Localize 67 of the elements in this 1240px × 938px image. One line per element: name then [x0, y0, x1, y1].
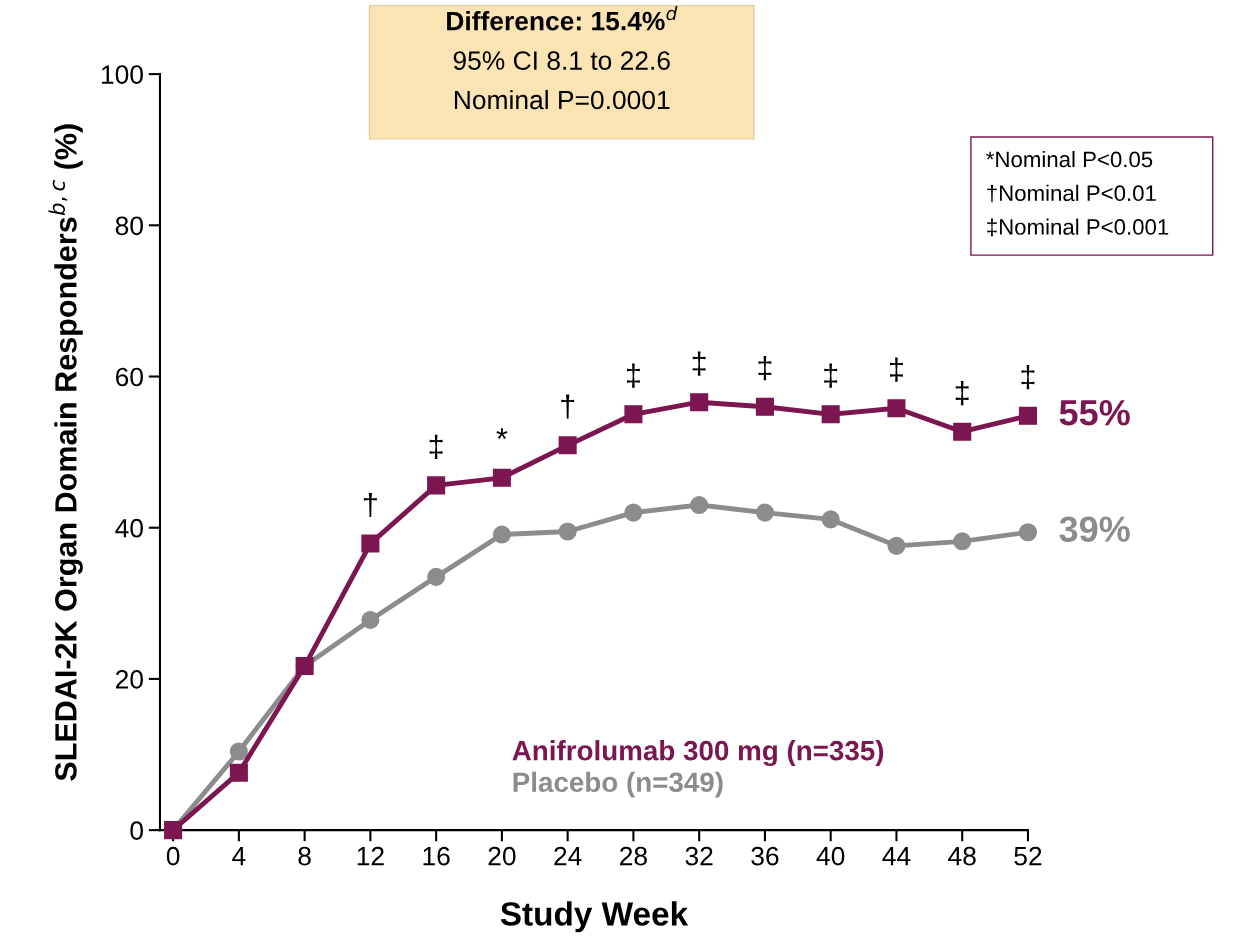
- x-tick-label: 32: [685, 846, 713, 866]
- point: [558, 522, 577, 541]
- point: [427, 567, 446, 586]
- annotation: *Nominal P<0.05: [986, 150, 1153, 168]
- x-tick-label: 20: [488, 846, 516, 866]
- point: [887, 399, 906, 418]
- y-tick-label: 20: [115, 670, 143, 689]
- x-tick-label: 40: [816, 846, 845, 866]
- point: [229, 763, 248, 782]
- y-tick-label: 0: [130, 821, 143, 840]
- annotation: ‡: [429, 434, 443, 459]
- annotation: †Nominal P<0.01: [987, 184, 1156, 203]
- point: [953, 532, 972, 551]
- point: [558, 436, 577, 455]
- x-tick-label: 16: [423, 846, 450, 866]
- annotation: ‡: [889, 357, 903, 382]
- text: Difference: 15.4%$^{d}$: [447, 6, 678, 31]
- text: 95% CI 8.1 to 22.6: [453, 51, 670, 70]
- x-tick-label: 44: [882, 847, 911, 866]
- x-tick-label: 48: [948, 846, 976, 866]
- annotation: †: [363, 492, 377, 518]
- point: [1018, 523, 1037, 542]
- point: [887, 536, 906, 555]
- x-tick-label: 52: [1014, 846, 1042, 866]
- annotation: Nominal P=0.0001: [454, 89, 670, 110]
- point: [492, 468, 511, 487]
- data-label: 55%: [1059, 400, 1130, 426]
- x-tick-label: 8: [298, 846, 311, 866]
- x-tick-label: 36: [751, 846, 779, 866]
- annotation: ‡: [1021, 365, 1035, 390]
- y-tick-label: 40: [115, 518, 143, 538]
- y-tick-label: 80: [115, 216, 143, 236]
- text: Placebo (n=349): [513, 771, 723, 798]
- annotation: ‡: [758, 356, 772, 381]
- annotation: ‡: [955, 381, 969, 406]
- point: [690, 393, 709, 412]
- point: [755, 503, 774, 522]
- point: [427, 476, 446, 495]
- point: [1018, 406, 1037, 425]
- point: [229, 742, 248, 761]
- x-tick-label: 4: [232, 847, 246, 866]
- x-tick-label: 24: [554, 846, 582, 866]
- point: [953, 422, 972, 441]
- point: [821, 510, 840, 529]
- point: [821, 405, 840, 424]
- annotation: ‡Nominal P<0.001: [987, 218, 1169, 237]
- x-tick-label: 28: [620, 846, 647, 866]
- point: [755, 397, 774, 416]
- y-tick-label: 100: [101, 65, 143, 84]
- annotation: †: [561, 394, 575, 419]
- annotation: ‡: [626, 363, 640, 388]
- x-tick-label: 12: [357, 846, 384, 866]
- y-axis-title: SLEDAI-2K Organ Domain Responders$^{b,c}$ (%): [48, 124, 83, 781]
- point: [361, 610, 380, 629]
- point: [361, 534, 380, 553]
- point: [492, 525, 511, 544]
- point: [624, 405, 643, 424]
- x-tick-label: 0: [166, 846, 180, 866]
- annotation: ‡: [824, 363, 838, 388]
- point: [690, 496, 709, 515]
- annotation: ‡: [692, 351, 706, 376]
- x-axis-title: Study Week: [500, 901, 689, 933]
- point: [624, 503, 643, 522]
- text: Anifrolumab 300 mg (n=335): [512, 740, 884, 767]
- y-tick-label: 60: [115, 367, 143, 387]
- data-label: 39%: [1059, 516, 1130, 542]
- annotation: *: [496, 428, 508, 439]
